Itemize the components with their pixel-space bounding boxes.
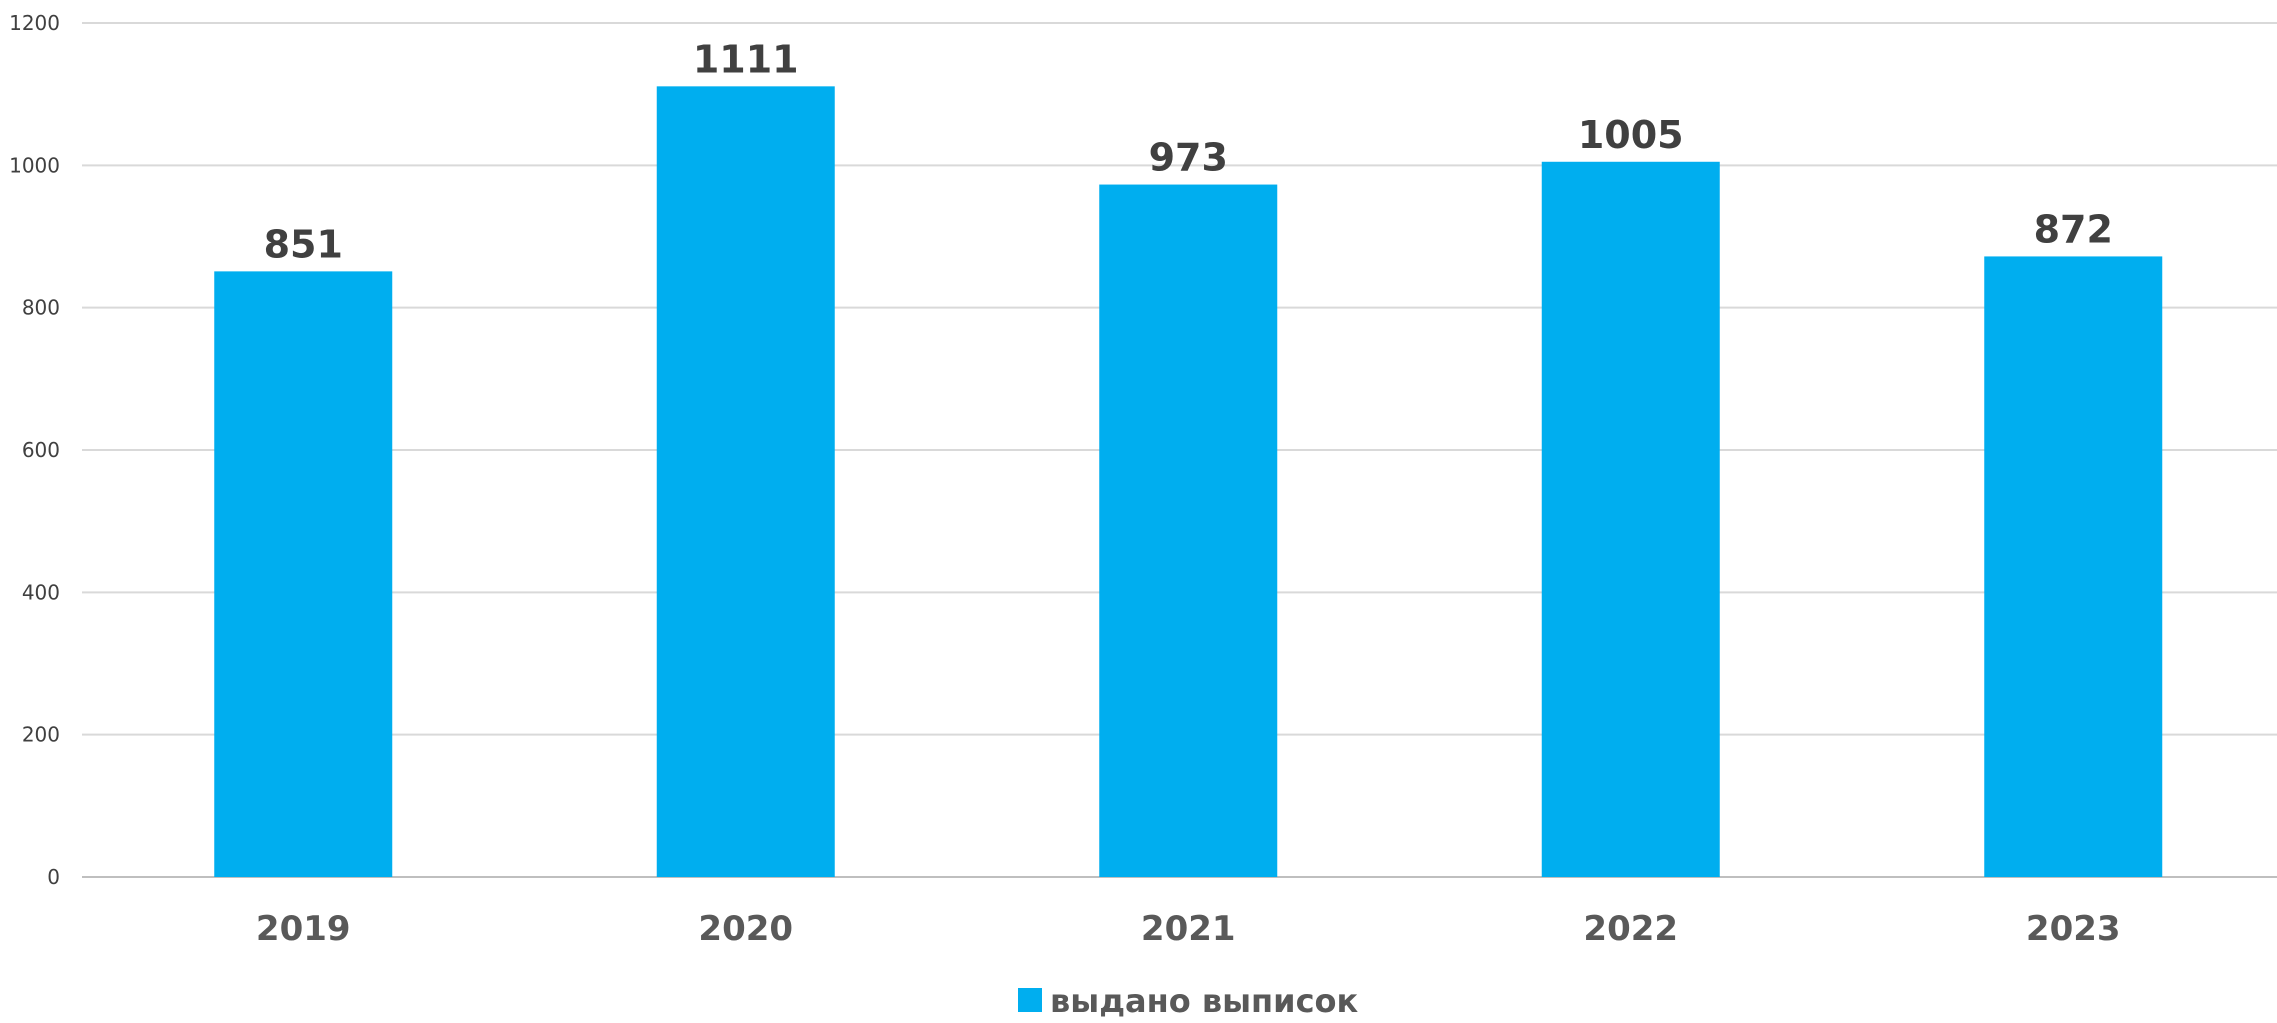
bar-2023 xyxy=(1984,256,2163,878)
y-tick-label: 1000 xyxy=(9,153,60,177)
y-tick-label: 0 xyxy=(47,865,60,889)
y-axis-tick-labels: 0 200 400 600 800 1000 1200 xyxy=(9,11,60,889)
bars xyxy=(214,86,2163,878)
x-tick-label-2023: 2023 xyxy=(2026,909,2121,949)
y-tick-label: 1200 xyxy=(9,11,60,35)
y-tick-label: 400 xyxy=(22,580,60,604)
data-label-2021: 973 xyxy=(1149,136,1228,180)
x-axis-tick-labels: 2019 2020 2021 2022 2023 xyxy=(256,909,2121,949)
bar-2022 xyxy=(1541,161,1720,877)
bar-2021 xyxy=(1099,184,1278,877)
y-tick-label: 600 xyxy=(22,438,60,462)
y-tick-label: 200 xyxy=(22,723,60,747)
x-tick-label-2022: 2022 xyxy=(1583,909,1678,949)
y-tick-label: 800 xyxy=(22,296,60,320)
data-label-2020: 1111 xyxy=(693,37,799,81)
x-tick-label-2020: 2020 xyxy=(698,909,793,949)
data-label-2019: 851 xyxy=(264,222,343,266)
legend-label: выдано выписок xyxy=(1050,982,1359,1019)
data-label-2023: 872 xyxy=(2034,207,2113,251)
bar-2019 xyxy=(214,271,393,877)
data-labels: 851 1111 973 1005 872 xyxy=(264,37,2113,266)
x-tick-label-2021: 2021 xyxy=(1141,909,1236,949)
x-tick-label-2019: 2019 xyxy=(256,909,351,949)
data-label-2022: 1005 xyxy=(1578,113,1684,157)
legend: выдано выписок xyxy=(1018,982,1359,1020)
bar-2020 xyxy=(656,86,835,878)
legend-swatch xyxy=(1018,988,1042,1012)
